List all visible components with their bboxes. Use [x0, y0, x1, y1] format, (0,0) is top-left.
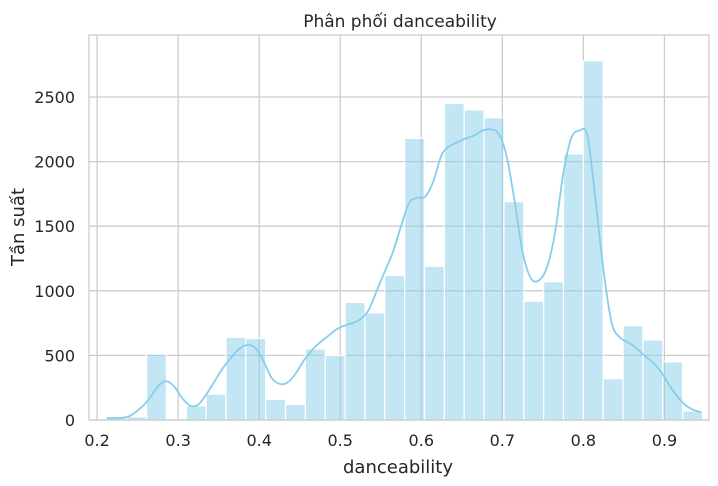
histogram-bar [245, 338, 267, 421]
y-tick-label: 1500 [34, 217, 75, 236]
histogram-bar [344, 301, 366, 421]
plot-frame [88, 34, 710, 421]
x-tick-label: 0.3 [165, 431, 190, 450]
histogram-bar [284, 403, 306, 421]
chart-title: Phân phối danceability [303, 11, 497, 32]
y-tick-label: 1000 [34, 282, 75, 301]
y-tick-label: 2500 [34, 88, 75, 107]
y-tick-label: 2000 [34, 153, 75, 172]
histogram-bar [364, 312, 386, 421]
x-tick-label: 0.7 [490, 431, 515, 450]
x-tick-label: 0.8 [571, 431, 596, 450]
histogram-bar [543, 281, 565, 421]
histogram-bar [463, 109, 485, 421]
x-tick-label: 0.4 [246, 431, 271, 450]
x-tick-label: 0.2 [84, 431, 109, 450]
histogram-bar [443, 102, 465, 421]
histogram-bar [304, 348, 326, 421]
y-axis-title: Tần suất [8, 188, 29, 267]
x-tick-label: 0.5 [328, 431, 353, 450]
histogram-bar [622, 325, 644, 421]
histogram-bar [384, 274, 406, 421]
histogram-bar [265, 398, 287, 421]
histogram-bar [562, 153, 584, 421]
histogram-bar [642, 339, 664, 421]
histogram-bar [185, 405, 207, 421]
y-tick-label: 0 [65, 411, 75, 430]
histogram-bar [324, 354, 346, 421]
y-tick-labels: 0 500 1000 1500 2000 2500 [34, 88, 75, 430]
histogram-bars [106, 60, 704, 421]
histogram-bar [483, 117, 505, 421]
histogram-bar [423, 265, 445, 421]
x-tick-labels: 0.2 0.3 0.4 0.5 0.6 0.7 0.8 0.9 [84, 431, 677, 450]
histogram-bar [404, 137, 426, 421]
x-axis-title: danceability [343, 457, 453, 478]
histogram-bar [523, 300, 545, 421]
y-tick-label: 500 [44, 346, 75, 365]
x-tick-label: 0.9 [652, 431, 677, 450]
x-tick-label: 0.6 [409, 431, 434, 450]
histogram-bar [205, 393, 227, 421]
histogram-bar [503, 201, 525, 421]
kde-density-line [106, 127, 702, 420]
histogram-bar [602, 378, 624, 421]
histogram-bar [225, 336, 247, 421]
